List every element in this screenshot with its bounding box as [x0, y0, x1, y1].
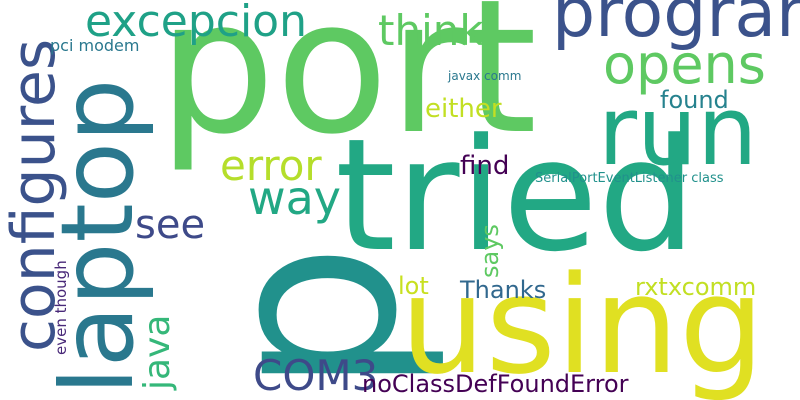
- word-think: think: [378, 6, 484, 55]
- word-pci-modem: pci modem: [50, 36, 140, 55]
- word-program: program: [552, 0, 800, 53]
- word-com3: COM3: [253, 351, 379, 400]
- word-way: way: [248, 171, 342, 225]
- word-opens: opens: [603, 33, 766, 96]
- word-rxtxcomm: rxtxcomm: [635, 273, 757, 301]
- word-error: error: [220, 141, 322, 190]
- word-serialporteventlistener-class: SerialPortEventListener class: [535, 171, 724, 186]
- word-javax-comm: javax comm: [448, 69, 522, 83]
- word-noclassdeffounderror: noClassDefFoundError: [362, 370, 629, 398]
- word-java: java: [137, 314, 178, 390]
- word-excepcion: excepcion: [85, 0, 307, 47]
- word-found: found: [660, 86, 729, 114]
- word-lot: lot: [398, 272, 429, 300]
- word-says: says: [476, 224, 504, 278]
- word-find: find: [460, 151, 510, 181]
- word-tried: tried: [335, 105, 697, 286]
- word-either: either: [425, 94, 502, 124]
- word-port: port: [158, 0, 538, 175]
- word-see: see: [135, 202, 206, 248]
- word-even-though: even though: [52, 260, 70, 355]
- word-using: using: [400, 247, 765, 400]
- word-run: run: [598, 77, 758, 187]
- word-thanks: Thanks: [460, 276, 547, 304]
